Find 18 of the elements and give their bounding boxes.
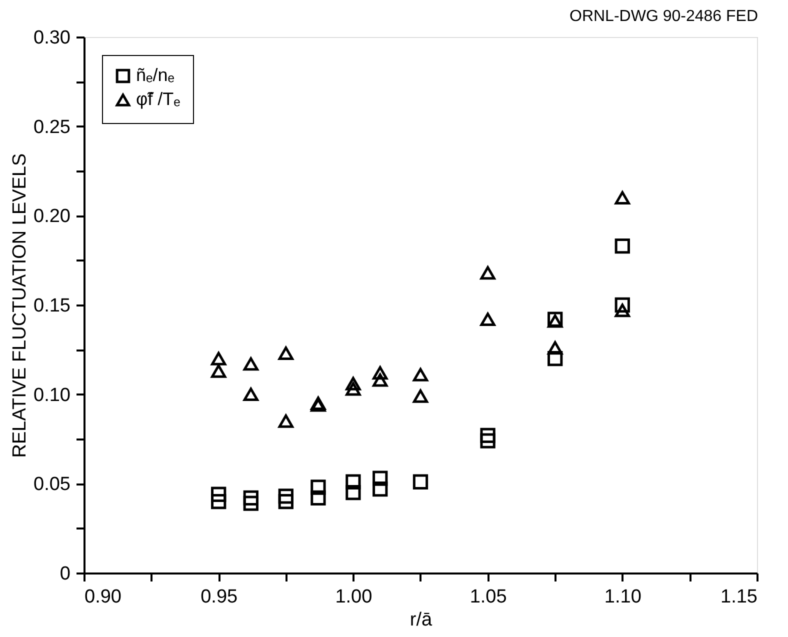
- legend-label: φ̃f /Tₑ: [136, 89, 181, 109]
- y-tick-label: 0.05: [34, 474, 70, 496]
- y-tick-label: 0.10: [34, 384, 70, 406]
- x-tick-label: 0.95: [200, 586, 238, 608]
- text: ORNL-DWG 90-2486 FED: [570, 8, 758, 25]
- legend-label: ñₑ/nₑ: [136, 65, 175, 85]
- x-tick-label: 1.15: [720, 586, 758, 608]
- y-tick-label: 0.20: [34, 206, 70, 228]
- y-tick-label: 0.15: [34, 296, 70, 316]
- y-tick-label: 0.25: [34, 116, 70, 138]
- x-tick-label: 1.10: [604, 586, 642, 608]
- x-tick-label: 1.00: [335, 586, 372, 608]
- y-tick-label: 0: [60, 564, 70, 584]
- y-tick-label: 0.30: [34, 28, 70, 48]
- y-axis-title: RELATIVE FLUCTUATION LEVELS: [10, 153, 31, 458]
- x-axis-title: r/ā: [410, 610, 433, 630]
- x-tick-label: 0.90: [84, 586, 122, 608]
- x-tick-label: 1.05: [470, 586, 507, 608]
